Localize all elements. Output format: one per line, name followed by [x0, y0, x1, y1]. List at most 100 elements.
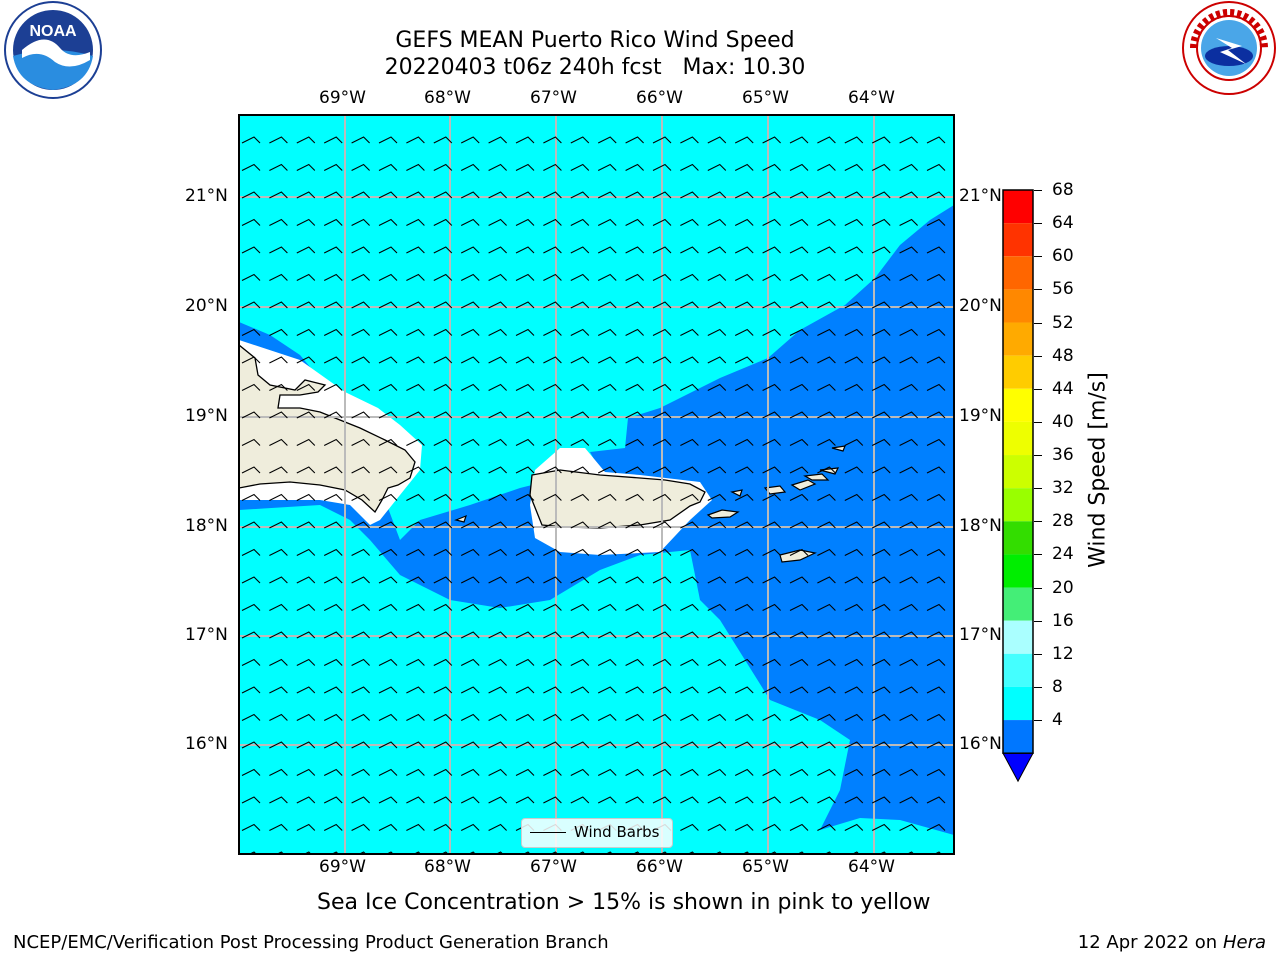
wind-barb [762, 163, 781, 171]
wind-barb [351, 631, 370, 639]
wind-barb [734, 741, 754, 749]
wind-barb [570, 768, 590, 776]
wind-barb [515, 411, 535, 419]
wind-barb [762, 383, 781, 391]
wind-barb [543, 438, 562, 446]
wind-barb [734, 768, 754, 776]
wind-barb [680, 218, 699, 226]
wind-barb [269, 356, 288, 364]
wind-barb [488, 163, 507, 171]
wind-barb [406, 521, 425, 529]
colorbar-segment [1003, 388, 1033, 422]
wind-barb [707, 136, 727, 144]
wind-barb [817, 411, 836, 419]
wind-barb [515, 768, 535, 776]
land-hispaniola [239, 344, 416, 514]
wind-barb [734, 438, 754, 446]
wind-barb [707, 191, 727, 199]
wind-barb [680, 328, 699, 336]
lat-tick-left: 21°N [185, 186, 228, 206]
footer-date-text: 12 Apr 2022 on [1077, 932, 1218, 953]
wind-barb [734, 246, 754, 254]
wind-barb [296, 768, 316, 776]
wind-barb [515, 301, 535, 309]
wind-barb [522, 851, 531, 854]
wind-barb [652, 493, 672, 501]
sea-ice-note: Sea Ice Concentration > 15% is shown in … [317, 890, 931, 915]
wind-barb [762, 686, 781, 694]
lon-tick-bottom: 65°W [742, 857, 789, 877]
wind-barb [762, 576, 781, 584]
colorbar-segment [1003, 620, 1033, 654]
wind-barb [460, 411, 480, 419]
wind-barb [707, 521, 727, 529]
wind-barb [933, 851, 942, 854]
wind-barb [543, 356, 562, 364]
wind-barb [680, 576, 699, 584]
wind-barb [926, 383, 946, 391]
wind-barb [570, 796, 590, 804]
land-anegada [831, 445, 846, 452]
wind-barb [378, 796, 398, 804]
wind-barb [762, 603, 781, 611]
wind-barb [460, 218, 480, 226]
wind-barb [734, 548, 754, 556]
wind-barb [659, 851, 668, 854]
wind-barb [844, 191, 864, 199]
wind-barb [597, 658, 617, 666]
footer-machine: Hera [1222, 932, 1266, 953]
wind-barb [871, 246, 891, 254]
wind-barb [625, 686, 644, 694]
wind-barb [597, 686, 617, 694]
wind-barb [550, 851, 559, 854]
wind-barb [323, 438, 343, 446]
wind-barb [460, 631, 480, 639]
wind-barb [625, 631, 644, 639]
wind-barb [878, 851, 887, 854]
wind-barb [323, 548, 343, 556]
wind-barb [515, 163, 535, 171]
wind-barb [406, 163, 425, 171]
wind-barb [406, 438, 425, 446]
wind-barb [406, 713, 425, 721]
lon-tick-top: 65°W [742, 88, 789, 108]
colorbar-tick-mark [1034, 587, 1042, 589]
wind-barb [789, 191, 809, 199]
wind-barb [625, 796, 644, 804]
wind-barb [871, 466, 891, 474]
wind-barb [597, 191, 617, 199]
colorbar-segment [1003, 190, 1033, 224]
wind-barb [871, 603, 891, 611]
wind-barb [515, 466, 535, 474]
wind-barb [707, 658, 727, 666]
wind-barb [570, 521, 590, 529]
wind-barb [762, 768, 781, 776]
wind-barb [351, 218, 370, 226]
wind-barb [899, 768, 918, 776]
wind-barb [817, 438, 836, 446]
wind-barb [460, 438, 480, 446]
wind-barb [680, 521, 699, 529]
wind-barb [378, 466, 398, 474]
wind-barb [734, 686, 754, 694]
wind-barb [351, 163, 370, 171]
wind-barb [515, 328, 535, 336]
wind-barb [625, 218, 644, 226]
wind-barb [241, 356, 261, 364]
title-line-1: GEFS MEAN Puerto Rico Wind Speed [395, 28, 795, 53]
wind-barb [543, 163, 562, 171]
wind-barb [734, 713, 754, 721]
colorbar-segment [1003, 554, 1033, 588]
wind-barb [433, 713, 453, 721]
wind-barb [515, 356, 535, 364]
wind-barb [241, 823, 261, 831]
wind-barb [926, 548, 946, 556]
wind-barb [303, 851, 312, 854]
wind-barb [488, 383, 507, 391]
wind-barb [789, 246, 809, 254]
wind-barb [817, 823, 836, 831]
wind-barb [515, 796, 535, 804]
wind-barb [652, 658, 672, 666]
wind-barb [906, 851, 915, 854]
wind-barb [652, 136, 672, 144]
